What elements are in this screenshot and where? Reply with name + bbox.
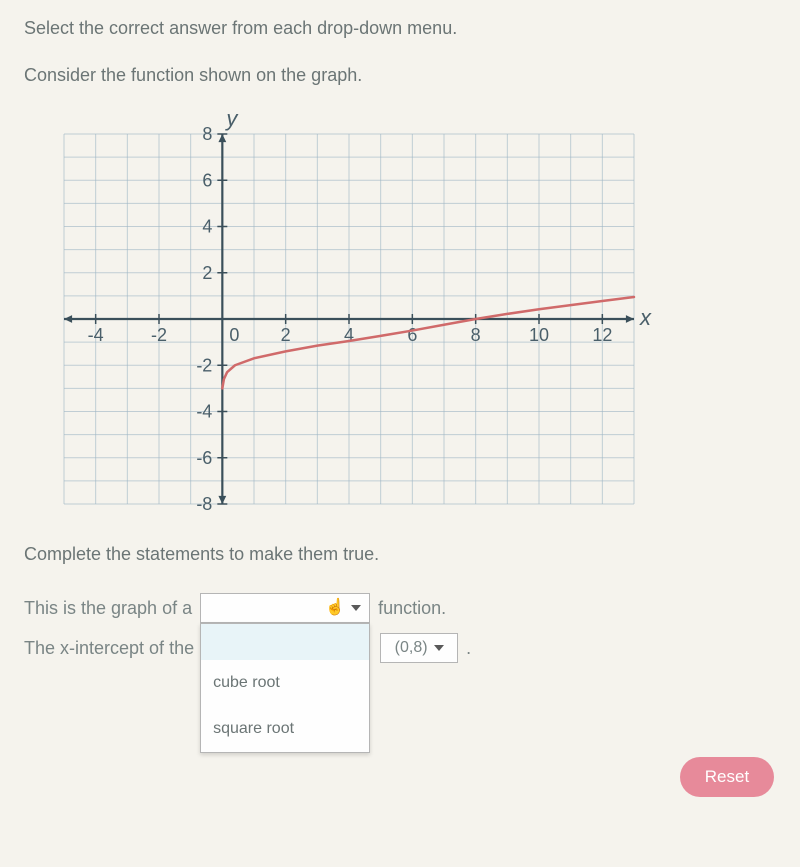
svg-text:8: 8 [471, 325, 481, 345]
dropdown-option-cube-root[interactable]: cube root [201, 660, 369, 706]
svg-text:6: 6 [202, 170, 212, 190]
statement1-suffix: function. [378, 598, 446, 619]
cursor-hand-icon: ☝ [325, 600, 345, 616]
function-graph: -4-2024681012-8-6-4-22468yx [24, 104, 664, 524]
svg-text:-2: -2 [151, 325, 167, 345]
svg-text:-8: -8 [196, 494, 212, 514]
dropdown-option-blank[interactable] [201, 624, 369, 660]
instruction-text: Select the correct answer from each drop… [24, 18, 776, 39]
svg-text:4: 4 [202, 217, 212, 237]
svg-text:x: x [639, 305, 652, 330]
svg-text:-2: -2 [196, 355, 212, 375]
svg-text:-4: -4 [196, 402, 212, 422]
svg-text:2: 2 [281, 325, 291, 345]
chevron-down-icon [351, 605, 361, 611]
chevron-down-icon [434, 645, 444, 651]
svg-text:12: 12 [592, 325, 612, 345]
svg-text:10: 10 [529, 325, 549, 345]
reset-button-label: Reset [705, 767, 749, 787]
svg-text:-6: -6 [196, 448, 212, 468]
statement2-prefix: The x-intercept of the [24, 638, 194, 659]
svg-text:8: 8 [202, 124, 212, 144]
function-type-dropdown[interactable]: ☝ [200, 593, 370, 623]
sub-instruction-text: Consider the function shown on the graph… [24, 65, 776, 86]
post-instruction-text: Complete the statements to make them tru… [24, 544, 776, 565]
svg-text:2: 2 [202, 263, 212, 283]
svg-text:6: 6 [407, 325, 417, 345]
period: . [466, 638, 471, 659]
function-type-dropdown-menu: cube root square root [200, 623, 370, 753]
svg-text:y: y [224, 106, 239, 131]
intercept-dropdown[interactable]: (0,8) [380, 633, 458, 663]
svg-text:-4: -4 [88, 325, 104, 345]
dropdown-option-square-root[interactable]: square root [201, 706, 369, 752]
svg-text:0: 0 [229, 325, 239, 345]
reset-button[interactable]: Reset [680, 757, 774, 797]
fill-in-form: This is the graph of a ☝ function. The x… [24, 593, 776, 663]
statement1-prefix: This is the graph of a [24, 598, 192, 619]
intercept-dropdown-value: (0,8) [395, 639, 428, 657]
